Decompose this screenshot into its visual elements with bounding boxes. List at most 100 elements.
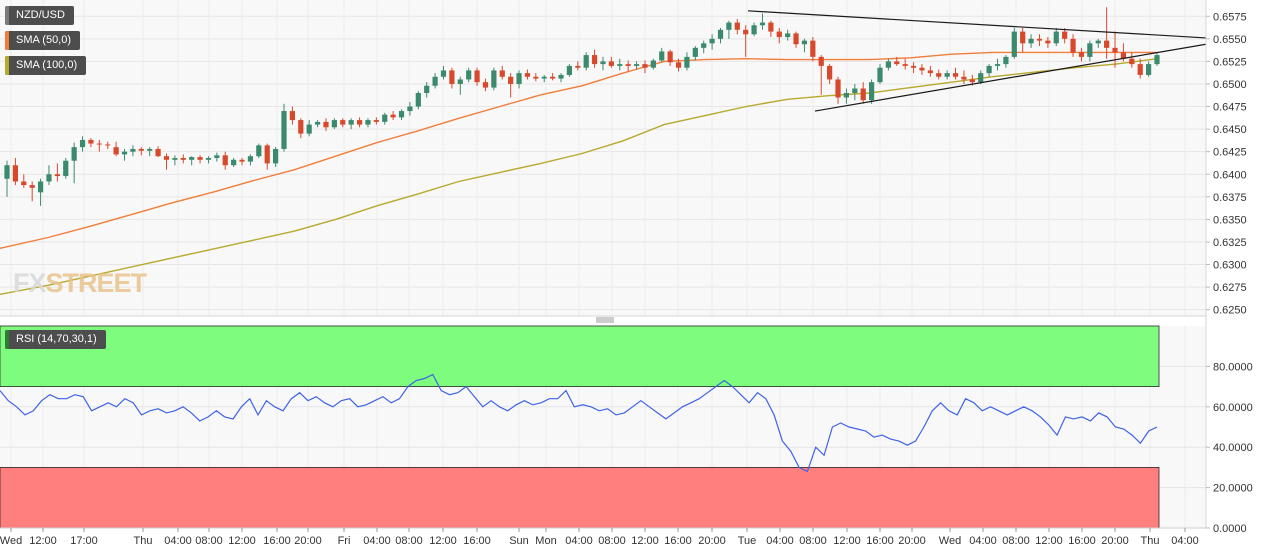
time-tick-label: 20:00	[1101, 535, 1129, 547]
candle	[1087, 40, 1093, 62]
time-tick-label: 04:00	[766, 535, 794, 547]
candle-body	[550, 76, 556, 79]
candle-body	[591, 55, 598, 65]
candle	[801, 38, 808, 53]
candle-body	[927, 70, 933, 74]
rsi-tick-label: 20.0000	[1213, 483, 1253, 495]
price-tick-label: 0.6300	[1213, 260, 1247, 272]
time-tick-label: Mon	[535, 535, 556, 547]
price-tick-label: 0.6550	[1213, 34, 1247, 46]
time-tick-label: 04:00	[164, 535, 192, 547]
price-tick-label: 0.6250	[1213, 305, 1247, 317]
candle	[726, 20, 732, 39]
time-tick-label: 12:00	[228, 535, 256, 547]
candle	[961, 70, 967, 84]
candle	[21, 174, 27, 188]
time-tick-label: 12:00	[429, 535, 457, 547]
time-tick-label: 08:00	[195, 535, 223, 547]
candle-body	[71, 147, 77, 161]
candle-body	[205, 158, 212, 160]
candle	[415, 91, 421, 110]
candle	[524, 69, 531, 80]
candle-body	[482, 82, 489, 88]
candle-body	[516, 73, 522, 84]
time-tick-label: 04:00	[969, 535, 997, 547]
candle-body	[12, 165, 18, 182]
candle-body	[717, 29, 724, 39]
time-tick-label: 20:00	[698, 535, 726, 547]
candle	[1104, 7, 1110, 59]
candle	[398, 109, 405, 121]
candle-body	[541, 76, 547, 79]
candle	[256, 143, 262, 158]
candle	[172, 155, 178, 166]
time-tick-label: Fri	[338, 535, 351, 547]
sma50-line	[0, 51, 1157, 249]
candle-body	[390, 114, 396, 118]
candle-body	[709, 38, 715, 44]
candle	[222, 151, 228, 170]
legend-nzdusd-label: NZD/USD	[16, 9, 65, 21]
rsi-zones	[0, 325, 1160, 529]
legend-sma50[interactable]: SMA (50,0)	[5, 31, 81, 50]
candle-body	[810, 40, 816, 57]
sma-lines	[0, 51, 1158, 295]
candle	[516, 70, 522, 89]
watermark-fx: FX	[13, 268, 47, 298]
panel-resize-handle[interactable]	[596, 317, 614, 323]
candle-body	[877, 67, 883, 83]
candle	[289, 106, 296, 125]
legend-nzdusd[interactable]: NZD/USD	[5, 6, 74, 25]
candle-body	[1120, 52, 1127, 59]
legend-rsi-swatch	[5, 330, 9, 349]
candle	[314, 120, 321, 128]
candle-body	[843, 92, 850, 98]
candle	[147, 147, 153, 157]
fxstreet-watermark: FXSTREET	[13, 268, 147, 299]
candle-body	[566, 65, 573, 75]
price-tick-label: 0.6325	[1213, 237, 1247, 249]
rsi-line-group	[0, 373, 1158, 473]
candle-body	[172, 158, 178, 160]
candle-body	[785, 33, 791, 38]
price-tick-label: 0.6375	[1213, 192, 1247, 204]
candle	[306, 120, 312, 137]
candle-body	[407, 106, 413, 112]
candle-body	[751, 25, 757, 35]
candle-body	[180, 158, 186, 160]
candle	[138, 147, 144, 156]
legend-sma100[interactable]: SMA (100,0)	[5, 56, 87, 75]
candle-body	[54, 174, 60, 177]
candle	[659, 47, 665, 63]
candle	[936, 69, 942, 80]
candle	[180, 154, 186, 164]
candle-body	[29, 185, 35, 188]
candle	[600, 56, 606, 71]
candle-body	[457, 79, 463, 84]
legend-rsi[interactable]: RSI (14,70,30,1)	[5, 330, 106, 349]
candle-body	[382, 114, 388, 122]
candle-body	[944, 73, 950, 77]
candle-body	[650, 60, 656, 68]
candle	[508, 73, 514, 98]
candle-body	[1112, 47, 1118, 53]
candle-body	[952, 73, 959, 77]
candle	[1020, 27, 1026, 53]
candle-body	[667, 51, 673, 63]
candle-body	[860, 88, 866, 101]
candle	[642, 60, 648, 74]
candle	[927, 65, 933, 77]
price-tick-label: 0.6350	[1213, 214, 1247, 226]
lower-trendline	[814, 43, 1207, 112]
candle	[709, 34, 715, 50]
candle	[550, 73, 556, 81]
candle-body	[79, 139, 86, 148]
candle	[617, 58, 623, 71]
candle-body	[726, 22, 732, 30]
candle-body	[776, 31, 782, 38]
candle-body	[4, 165, 10, 179]
candle	[1028, 34, 1034, 48]
candle	[1095, 38, 1101, 48]
time-tick-label: Thu	[134, 535, 153, 547]
